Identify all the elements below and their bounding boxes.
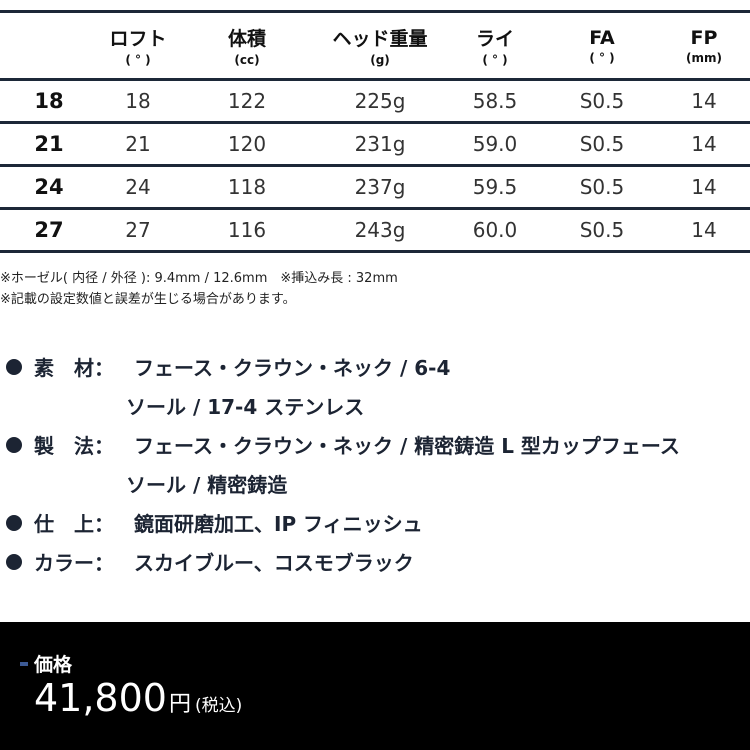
table-row: 21 21 120 231g 59.0 S0.5 14 xyxy=(0,124,750,167)
header-cell: FP (mm) xyxy=(658,27,750,65)
table-cell: 27 xyxy=(125,218,151,242)
bullet-icon xyxy=(6,436,22,453)
price-value: 41,800 xyxy=(34,676,167,720)
note: ※記載の設定数値と誤差が生じる場合があります。 xyxy=(0,292,296,307)
table-cell: 120 xyxy=(227,132,267,156)
table-cell: 27 xyxy=(34,218,64,242)
table-cell: 18 xyxy=(34,89,64,113)
header-cell: ロフト ( ° ) xyxy=(98,24,178,67)
table-cell: S0.5 xyxy=(579,218,625,242)
header-title: ヘッド重量 xyxy=(332,28,428,50)
price-section: 価格 41,800 円 (税込) xyxy=(0,622,750,750)
table-cell: 118 xyxy=(227,175,267,199)
table-cell: 24 xyxy=(125,175,151,199)
table-cell: 14 xyxy=(691,132,717,156)
bullet-icon xyxy=(6,553,22,570)
table-cell: S0.5 xyxy=(579,132,625,156)
price-label: 価格 xyxy=(34,654,73,676)
table-cell: 24 xyxy=(34,175,64,199)
spec-list: 素 材： フェース・クラウン・ネック / 6-4 ソール / 17-4 ステンレス製… xyxy=(6,347,680,581)
header-cell: FA( ° ) xyxy=(546,27,658,65)
table-row: 27 27 116 243g 60.0 S0.5 14 xyxy=(0,210,750,253)
table-row: 24 24 118 237g 59.5 S0.5 14 xyxy=(0,167,750,210)
table-cell: 60.0 xyxy=(472,218,518,242)
table-cell: 21 xyxy=(125,132,151,156)
note: ※ホーゼル( 内径 / 外径 ): 9.4mm / 12.6mm ※挿込み長 :… xyxy=(0,271,398,286)
spec-value: フェース・クラウン・ネック / 精密鋳造 L 型カップフェース xyxy=(134,434,680,458)
price-yen: 円 xyxy=(168,692,191,717)
table-cell: 14 xyxy=(691,175,717,199)
spec-item: 仕 上： 鏡面研磨加工、IP フィニッシュ xyxy=(6,503,680,542)
spec-label: 素 材： xyxy=(34,356,114,380)
table-cell: 122 xyxy=(227,89,267,113)
header-title: 体積 xyxy=(227,28,266,50)
spec-value: スカイブルー、コスモブラック xyxy=(134,551,414,575)
dash-icon xyxy=(20,661,28,666)
header-unit: ( ° ) xyxy=(589,50,615,65)
header-unit: (g) xyxy=(370,53,390,67)
header-unit: (mm) xyxy=(686,50,722,65)
table-cell: 237g xyxy=(354,175,406,199)
header-cell: ヘッド重量 (g) xyxy=(316,24,444,67)
spec-item: 素 材： フェース・クラウン・ネック / 6-4 xyxy=(6,347,680,386)
table-cell: S0.5 xyxy=(579,175,625,199)
header-cell: ライ ( ° ) xyxy=(444,24,546,67)
spec-value: フェース・クラウン・ネック / 6-4 xyxy=(134,356,451,380)
table-cell: 116 xyxy=(227,218,267,242)
table-row: 18 18 122 225g 58.5 S0.5 14 xyxy=(0,81,750,124)
header-unit: ( ° ) xyxy=(482,53,508,67)
spec-label: 製 法： xyxy=(34,434,114,458)
price-tax: (税込) xyxy=(194,696,243,716)
table-cell: 243g xyxy=(354,218,406,242)
table-cell: 59.5 xyxy=(472,175,518,199)
header-cell xyxy=(0,45,98,47)
spec-value: 鏡面研磨加工、IP フィニッシュ xyxy=(134,512,423,536)
bullet-icon xyxy=(6,514,22,531)
header-title: FP xyxy=(690,26,718,49)
bullet-icon xyxy=(6,358,22,375)
spec-value: ソール / 精密鋳造 xyxy=(126,473,288,497)
header-unit: (cc) xyxy=(234,53,260,67)
spec-value: ソール / 17-4 ステンレス xyxy=(126,395,365,419)
spec-item: カラー： スカイブルー、コスモブラック xyxy=(6,542,680,581)
table-cell: 14 xyxy=(691,89,717,113)
header-title: ロフト xyxy=(109,28,167,50)
table-header: ロフト( ° ) 体積 (cc) ヘッド重量 (g) ライ( ° ) FA( ° ) FP (m… xyxy=(0,13,750,81)
spec-item: 製 法： フェース・クラウン・ネック / 精密鋳造 L 型カップフェース xyxy=(6,425,680,464)
table-cell: 231g xyxy=(354,132,406,156)
spec-label: 仕 上： xyxy=(34,512,114,536)
header-title: FA xyxy=(589,26,615,49)
table-cell: 225g xyxy=(354,89,406,113)
header-title: ライ xyxy=(475,28,514,50)
table-cell: 58.5 xyxy=(472,89,518,113)
table-cell: S0.5 xyxy=(579,89,625,113)
table-cell: 21 xyxy=(34,132,64,156)
header-unit: ( ° ) xyxy=(125,53,151,67)
spec-item-continued: ソール / 精密鋳造 xyxy=(6,464,680,503)
table-cell: 14 xyxy=(691,218,717,242)
notes: ※ホーゼル( 内径 / 外径 ): 9.4mm / 12.6mm ※挿込み長 :… xyxy=(0,268,398,310)
table-cell: 59.0 xyxy=(472,132,518,156)
spec-label: カラー： xyxy=(34,551,114,575)
header-cell: 体積 (cc) xyxy=(178,24,316,67)
table-cell: 18 xyxy=(125,89,151,113)
spec-table: ロフト( ° ) 体積 (cc) ヘッド重量 (g) ライ( ° ) FA( ° ) FP (m… xyxy=(0,10,750,253)
spec-item-continued: ソール / 17-4 ステンレス xyxy=(6,386,680,425)
